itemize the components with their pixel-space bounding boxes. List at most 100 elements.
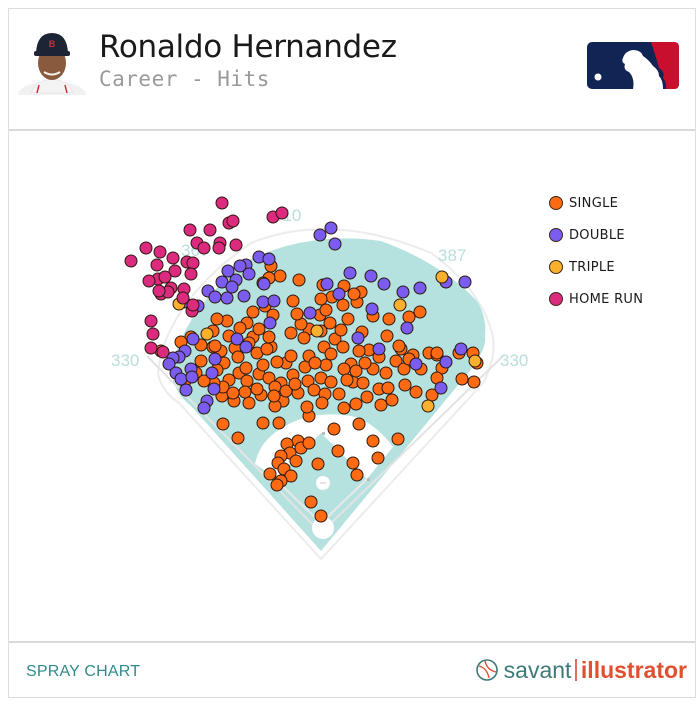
legend-item-double: DOUBLE <box>549 219 643 251</box>
hit-point-single <box>226 386 240 400</box>
hit-point-single <box>389 354 403 368</box>
hit-point-double <box>332 287 346 301</box>
brand-divider <box>575 659 577 681</box>
hit-point-single <box>300 400 314 414</box>
hit-point-home-run <box>229 238 243 252</box>
hit-point-single <box>319 358 333 372</box>
hit-point-home-run <box>203 223 217 237</box>
hit-point-double <box>186 332 200 346</box>
player-name: Ronaldo Hernandez <box>99 29 397 65</box>
hit-point-single <box>337 401 351 415</box>
hit-point-double <box>262 252 276 266</box>
hit-point-single <box>340 373 354 387</box>
hit-point-double <box>205 366 219 380</box>
hit-point-double <box>225 280 239 294</box>
hit-point-double <box>257 277 271 291</box>
hit-point-single <box>273 269 287 283</box>
hit-point-single <box>238 385 252 399</box>
hit-point-single <box>239 361 253 375</box>
hit-point-single <box>250 382 264 396</box>
legend-item-home-run: HOME RUN <box>549 283 643 315</box>
hit-point-double <box>396 285 410 299</box>
home-run-dot-icon <box>549 292 563 306</box>
hit-point-double <box>208 290 222 304</box>
hit-point-single <box>256 416 270 430</box>
hit-point-single <box>260 342 274 356</box>
hit-point-single <box>374 398 388 412</box>
single-dot-icon <box>549 196 563 210</box>
hit-point-single <box>380 329 394 343</box>
hit-point-home-run <box>156 345 170 359</box>
hit-point-single <box>284 349 298 363</box>
hit-point-single <box>349 397 363 411</box>
hit-point-home-run <box>197 241 211 255</box>
hit-point-single <box>413 305 427 319</box>
hit-point-single <box>279 384 293 398</box>
hit-point-single <box>332 387 346 401</box>
hit-point-single <box>346 456 360 470</box>
hit-point-single <box>352 344 366 358</box>
hit-point-single <box>314 509 328 523</box>
hit-point-single <box>381 381 395 395</box>
hit-point-double <box>400 321 414 335</box>
hit-point-home-run <box>186 256 200 270</box>
spray-chart-card: B Ronaldo Hernandez Career - Hits <box>8 8 696 698</box>
hit-point-double <box>458 275 472 289</box>
hit-point-home-run <box>184 267 198 281</box>
hit-point-single <box>409 385 423 399</box>
hit-point-single <box>297 331 311 345</box>
hit-point-double <box>239 340 253 354</box>
hit-point-double <box>351 331 365 345</box>
hit-point-single <box>341 312 355 326</box>
double-dot-icon <box>549 228 563 242</box>
hit-point-single <box>197 374 211 388</box>
hit-point-single <box>267 389 281 403</box>
hit-point-single <box>402 310 416 324</box>
hit-point-single <box>455 372 469 386</box>
hit-point-double <box>197 401 211 415</box>
hit-point-single <box>262 371 276 385</box>
hit-point-home-run <box>144 341 158 355</box>
savant-illustrator-logo: savant illustrator <box>475 656 687 684</box>
hit-point-double <box>313 228 327 242</box>
hit-point-home-run <box>152 284 166 298</box>
hit-point-single <box>360 390 374 404</box>
hit-point-single <box>270 478 284 492</box>
baseball-field: 330 367 410 387 330 <box>111 196 528 561</box>
distance-label-rf-line: 330 <box>500 351 528 370</box>
hit-point-home-run <box>124 254 138 268</box>
hit-point-double <box>409 357 423 371</box>
hit-point-double <box>233 259 247 273</box>
hit-point-double <box>454 342 468 356</box>
hit-point-home-run <box>183 223 197 237</box>
hit-point-single <box>240 374 254 388</box>
hit-point-home-run <box>150 258 164 272</box>
hit-point-double <box>263 316 277 330</box>
hit-point-single <box>304 495 318 509</box>
chart-subtitle: Career - Hits <box>99 67 270 91</box>
hit-point-single <box>290 307 304 321</box>
hit-point-double <box>343 266 357 280</box>
hit-point-single <box>292 273 306 287</box>
hit-point-double <box>377 277 391 291</box>
hit-point-single <box>256 358 270 372</box>
hit-point-single <box>352 417 366 431</box>
hit-point-single <box>216 417 230 431</box>
hit-points <box>124 196 484 523</box>
hit-point-home-run <box>146 327 160 341</box>
hit-point-triple <box>200 327 214 341</box>
hit-point-home-run <box>168 264 182 278</box>
hit-point-single <box>194 354 208 368</box>
hit-point-double <box>185 370 199 384</box>
hit-point-single <box>385 393 399 407</box>
hit-point-single <box>379 366 393 380</box>
hit-point-double <box>221 264 235 278</box>
hit-point-single <box>286 294 300 308</box>
hit-point-single <box>302 436 316 450</box>
hit-point-single <box>288 377 302 391</box>
hit-point-home-run <box>144 314 158 328</box>
hit-point-double <box>328 237 342 251</box>
hit-point-home-run <box>166 251 180 265</box>
hit-point-single <box>263 467 277 481</box>
hit-point-home-run <box>226 214 240 228</box>
